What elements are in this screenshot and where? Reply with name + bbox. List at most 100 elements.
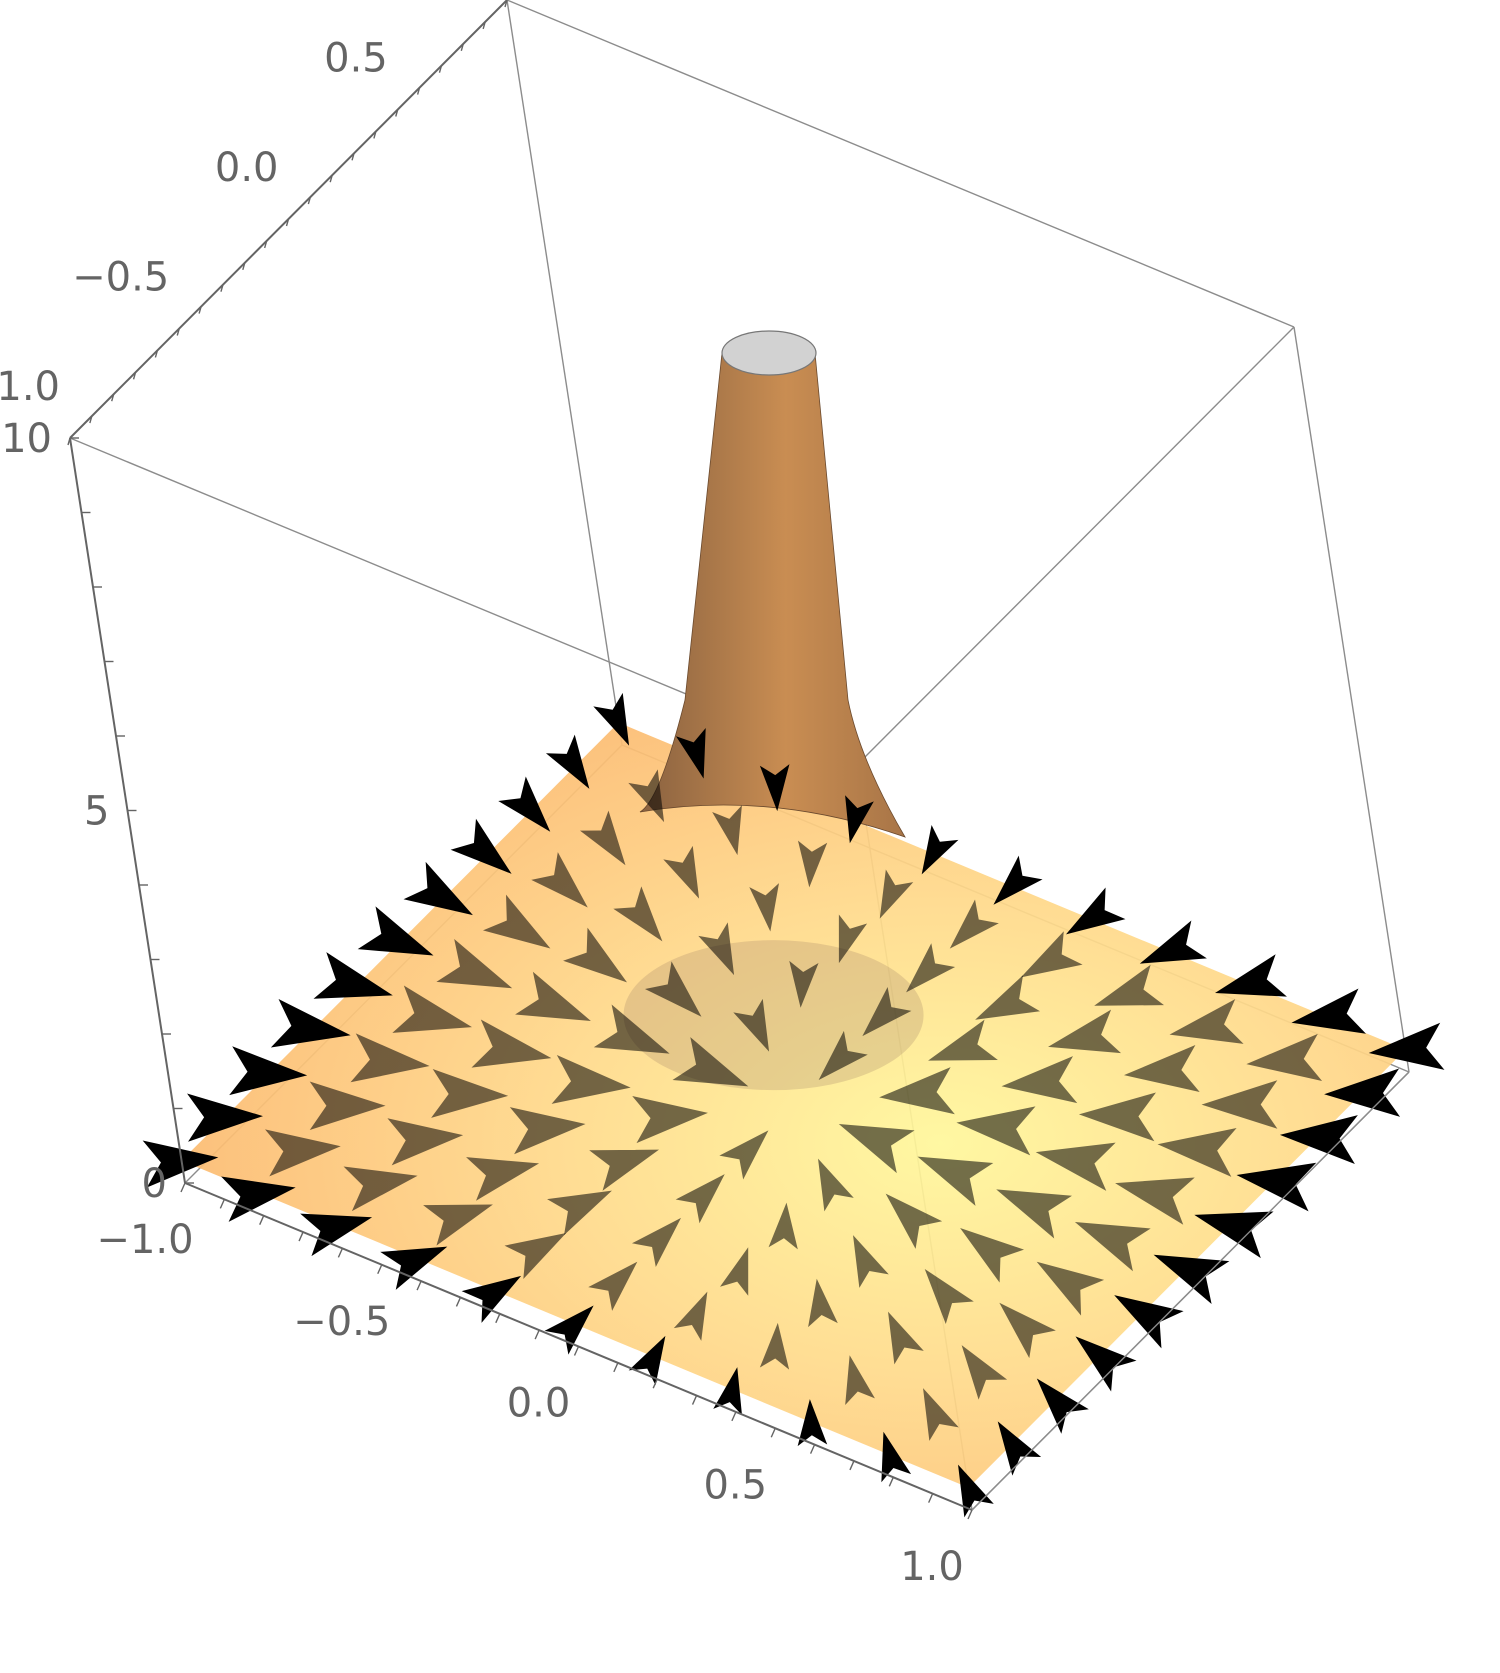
vector-arrow: [713, 1367, 742, 1416]
vector-arrow: [628, 1335, 666, 1386]
vector-arrow: [436, 939, 513, 989]
vector-arrow: [879, 869, 914, 919]
x-tick-mark: [888, 1477, 894, 1487]
x-tick-mark: [259, 1215, 265, 1225]
y-tick-label: 0.5: [324, 36, 388, 82]
y-tick-mark: [416, 87, 421, 95]
vector-arrow: [960, 1227, 1025, 1283]
vector-arrow: [504, 1232, 567, 1280]
box-edge: [971, 1071, 1410, 1511]
x-tick-mark: [416, 1280, 422, 1291]
vector-arrow: [431, 1069, 509, 1118]
x-tick-mark: [849, 1460, 855, 1471]
vector-arrow: [392, 985, 473, 1033]
y-tick-mark: [329, 175, 333, 183]
vector-arrow: [993, 855, 1043, 905]
vector-arrow: [879, 1067, 955, 1115]
x-tick-mark: [534, 1329, 540, 1340]
y-tick-mark: [482, 21, 486, 30]
vector-arrow: [588, 1261, 638, 1311]
y-tick-mark: [111, 394, 115, 402]
box-edge: [856, 326, 1295, 766]
peak-cap: [721, 330, 817, 376]
vector-arrow: [881, 1431, 912, 1483]
vector-arrow: [996, 1189, 1072, 1239]
vector-arrow: [818, 1030, 868, 1080]
z-tick-label: 0: [142, 1161, 167, 1207]
vector-arrow: [343, 1166, 418, 1212]
vector-arrow: [461, 1275, 522, 1323]
vector-arrow: [663, 845, 700, 899]
vector-arrow: [270, 998, 351, 1048]
vector-arrow: [1036, 1378, 1089, 1434]
vector-arrow: [733, 998, 770, 1052]
vector-arrow: [719, 1247, 749, 1296]
vector-arrow: [309, 1081, 386, 1131]
vector-arrow: [265, 1129, 341, 1177]
vector-arrow: [1194, 1211, 1274, 1259]
vector-arrow: [921, 825, 959, 875]
box-edge: [506, 0, 623, 746]
vector-arrow: [749, 883, 779, 932]
vector-arrow: [644, 961, 702, 1017]
vector-arrow: [845, 795, 874, 844]
vector-arrow: [797, 840, 828, 888]
vector-arrow: [142, 1140, 219, 1188]
vector-arrow: [924, 1268, 974, 1324]
y-tick-mark: [242, 262, 246, 270]
vector-arrow: [551, 1054, 631, 1104]
y-tick-label: −0.5: [72, 255, 169, 301]
vector-arrow: [928, 1019, 998, 1061]
y-tick-mark: [220, 284, 224, 292]
y-tick-mark: [154, 350, 159, 358]
vector-arrow: [593, 692, 630, 746]
vector-arrow: [1157, 1127, 1237, 1177]
vector-arrow: [1065, 887, 1126, 935]
peak-column: [639, 352, 906, 838]
y-tick-mark: [176, 328, 180, 336]
x-tick-mark: [337, 1248, 344, 1258]
vector-arrow: [719, 1130, 769, 1180]
vector-arrow: [698, 922, 735, 976]
vector-arrow: [1020, 931, 1083, 978]
vector-arrow: [838, 914, 868, 964]
y-tick-mark: [198, 306, 202, 314]
vector-arrow: [673, 1291, 708, 1341]
vector-arrow: [768, 1202, 798, 1250]
vector-arrow: [1153, 1254, 1230, 1304]
vector-arrow: [593, 1004, 670, 1054]
x-tick-mark: [809, 1444, 816, 1454]
vector-arrow: [1114, 1295, 1184, 1349]
vector-arrow: [579, 810, 626, 866]
vector-arrow: [999, 1302, 1056, 1359]
x-tick-label: 0.5: [703, 1462, 767, 1508]
x-tick-mark: [691, 1395, 698, 1405]
x-tick-mark: [377, 1264, 383, 1275]
z-tick-label: 5: [84, 789, 109, 835]
vector-arrow: [797, 1399, 828, 1447]
vector-arrow: [613, 886, 663, 942]
vector-arrow: [515, 971, 591, 1021]
y-tick-label: 0.0: [215, 145, 279, 191]
vector-arrow: [1035, 1142, 1116, 1191]
x-tick-mark: [573, 1346, 580, 1356]
y-tick-mark: [460, 43, 464, 51]
vector-arrow: [1236, 1162, 1317, 1212]
vector-arrow: [563, 927, 628, 983]
vector-arrow: [1324, 1068, 1401, 1117]
x-tick-mark: [298, 1231, 304, 1242]
vector-arrow: [759, 1322, 790, 1370]
x-tick-label: 0.0: [507, 1381, 571, 1427]
vector-arrow: [631, 1217, 682, 1268]
vector-arrow: [380, 1246, 448, 1290]
y-tick-label: −1.0: [0, 364, 60, 410]
vector-arrow: [888, 1311, 924, 1365]
vector-arrow: [547, 1190, 612, 1236]
x-tick-mark: [652, 1378, 658, 1389]
y-tick-mark: [504, 0, 508, 8]
axes: −1.0−0.50.00.51.0−1.0−0.50.00.51.00510: [0, 0, 973, 1590]
vector-arrow: [906, 943, 956, 993]
vector-arrow: [975, 975, 1041, 1020]
y-tick-mark: [132, 372, 137, 380]
